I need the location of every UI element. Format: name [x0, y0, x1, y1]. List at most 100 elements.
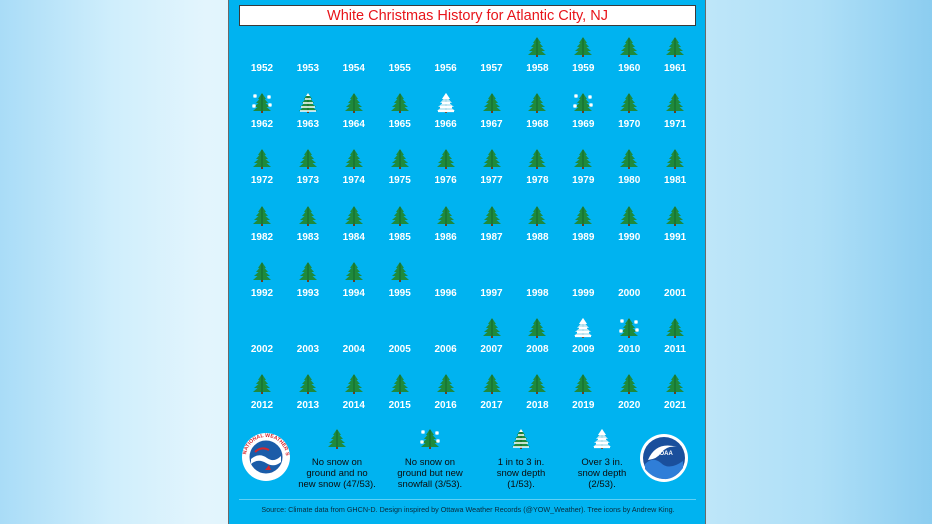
year-label: 1971: [663, 119, 687, 131]
year-label: 1984: [342, 231, 365, 243]
year-cell: 2009: [560, 317, 606, 373]
year-cell: 1966: [423, 92, 469, 148]
green-tree-icon: [572, 205, 594, 227]
year-cell: 2000: [606, 261, 652, 317]
snow-covered-tree-icon: [572, 317, 594, 339]
green-tree-icon: [389, 261, 411, 283]
year-label: 1994: [342, 287, 365, 299]
year-cell: 1984: [331, 205, 377, 261]
year-cell: 1969: [560, 92, 606, 148]
year-cell: 2008: [514, 317, 560, 373]
year-cell: 1960: [606, 36, 652, 92]
green-tree-icon: [297, 373, 319, 395]
year-label: 1976: [434, 175, 457, 187]
legend-label-line: ground but new: [397, 468, 463, 479]
year-label: 1959: [572, 63, 595, 74]
light-snow-tree-icon: [297, 92, 319, 114]
year-label: 2006: [434, 344, 457, 355]
legend-label-line: ground and no: [306, 468, 368, 479]
legend-label-line: snow depth: [577, 468, 627, 479]
green-tree-icon: [326, 428, 348, 455]
noaa-logo-icon: NOAA: [640, 434, 688, 482]
year-label: 1972: [250, 175, 274, 187]
legend-label-line: No snow on: [311, 457, 363, 468]
legend-label-line: new snow (47/53).: [298, 479, 376, 490]
year-label: 2012: [250, 400, 274, 412]
year-cell: 1981: [652, 148, 698, 204]
year-cell: 2010: [606, 317, 652, 373]
year-cell: 1964: [331, 92, 377, 148]
light-snow-tree-icon: [510, 428, 532, 455]
year-label: 1999: [572, 287, 595, 299]
year-cell: 1980: [606, 148, 652, 204]
year-label: 2015: [388, 400, 411, 412]
green-tree-icon: [435, 373, 457, 395]
legend-label-line: 1 in to 3 in.: [497, 457, 545, 468]
year-label: 1975: [388, 175, 411, 187]
green-tree-icon: [526, 36, 548, 58]
green-tree-icon: [389, 92, 411, 114]
year-cell: 1953: [285, 36, 331, 92]
year-label: 2016: [434, 400, 457, 412]
year-label: 1960: [618, 63, 641, 74]
legend-item: No snow on ground and no new snow (47/53).: [292, 428, 382, 492]
year-label: 1977: [480, 175, 503, 187]
year-cell: 2014: [331, 373, 377, 429]
year-cell: 1970: [606, 92, 652, 148]
year-cell: 1996: [423, 261, 469, 317]
green-tree-icon: [526, 148, 548, 170]
year-label: 1968: [526, 119, 549, 131]
green-tree-icon: [664, 373, 686, 395]
green-tree-icon: [664, 148, 686, 170]
year-label: 2011: [664, 344, 686, 355]
year-label: 2001: [663, 287, 687, 299]
green-tree-icon: [572, 36, 594, 58]
year-label: 1970: [618, 119, 641, 131]
green-tree-icon: [343, 261, 365, 283]
legend-label: 1 in to 3 in. snow depth (1/53).: [476, 457, 566, 490]
green-tree-icon: [481, 373, 503, 395]
year-cell: 1962: [239, 92, 285, 148]
green-tree-icon: [481, 92, 503, 114]
year-cell: 2004: [331, 317, 377, 373]
legend-label-line: (2/53).: [588, 479, 616, 490]
green-tree-icon: [572, 373, 594, 395]
green-tree-icon: [251, 205, 273, 227]
year-cell: 1993: [285, 261, 331, 317]
snowflake-tree-icon: [618, 317, 640, 339]
year-label: 2005: [388, 344, 411, 355]
snowflake-tree-icon: [419, 428, 441, 455]
year-label: 1956: [434, 63, 457, 74]
year-label: 2021: [663, 400, 687, 412]
year-label: 2013: [296, 400, 320, 412]
year-label: 1997: [480, 287, 503, 299]
year-label: 1989: [572, 231, 595, 243]
year-label: 1967: [480, 119, 503, 131]
year-cell: 1957: [469, 36, 515, 92]
year-label: 1978: [526, 175, 549, 187]
year-label: 1979: [572, 175, 595, 187]
year-label: 2003: [296, 344, 320, 355]
green-tree-icon: [297, 205, 319, 227]
year-label: 2009: [572, 344, 595, 355]
year-label: 1958: [526, 63, 549, 74]
year-label: 1965: [388, 119, 411, 131]
year-label: 1969: [572, 119, 595, 131]
year-label: 1981: [663, 175, 687, 187]
green-tree-icon: [389, 205, 411, 227]
year-cell: 1963: [285, 92, 331, 148]
year-label: 1980: [618, 175, 641, 187]
year-label: 2019: [572, 400, 595, 412]
year-cell: 2019: [560, 373, 606, 429]
year-cell: 2021: [652, 373, 698, 429]
year-cell: 2016: [423, 373, 469, 429]
year-cell: 1988: [514, 205, 560, 261]
green-tree-icon: [664, 92, 686, 114]
year-label: 2014: [342, 400, 365, 412]
year-cell: 1956: [423, 36, 469, 92]
year-cell: 1989: [560, 205, 606, 261]
year-cell: 1954: [331, 36, 377, 92]
year-cell: 1994: [331, 261, 377, 317]
year-label: 1990: [618, 231, 641, 243]
year-cell: 1990: [606, 205, 652, 261]
